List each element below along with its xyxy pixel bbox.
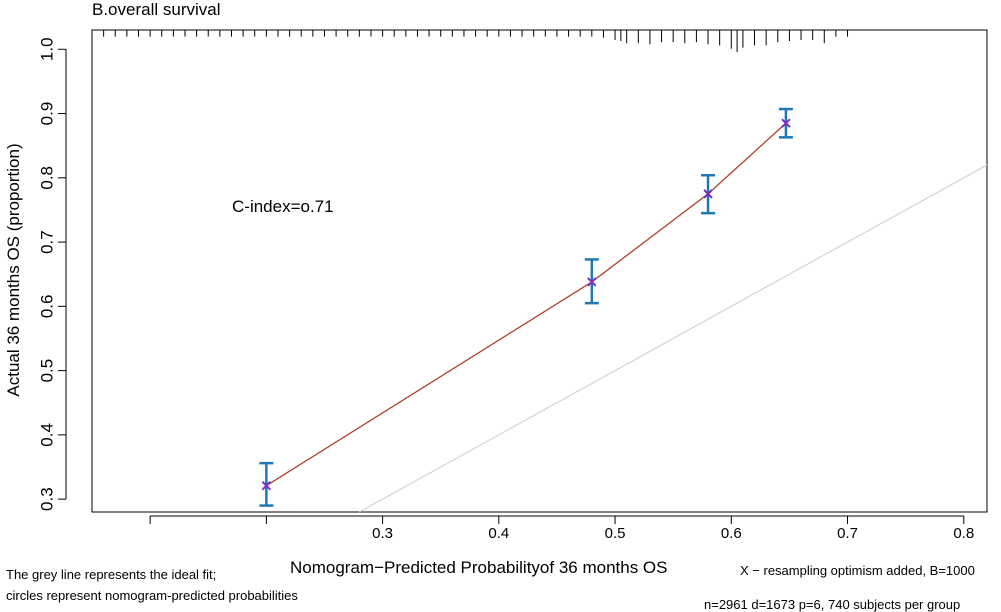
x-tick-label: 0.3 bbox=[372, 525, 393, 542]
x-tick-label: 0.6 bbox=[721, 525, 742, 542]
ideal-line-layer bbox=[359, 164, 988, 513]
x-axis: 0.3 0.4 0.5 0.6 0.7 0.8 bbox=[149, 515, 974, 542]
y-tick-label: 0.5 bbox=[37, 359, 56, 383]
y-tick-label: 0.7 bbox=[37, 230, 56, 254]
y-axis: 0.3 0.4 0.5 0.6 0.7 0.8 0.9 1.0 bbox=[37, 37, 67, 511]
chart-title: B.overall survival bbox=[92, 0, 221, 19]
rug-layer bbox=[91, 30, 849, 52]
ideal-fit-line bbox=[359, 164, 988, 513]
resampling-note: X − resampling optimism added, B=1000 bbox=[740, 563, 975, 578]
plot-frame bbox=[91, 29, 988, 513]
x-axis-label: Nomogram−Predicted Probabilityof 36 mont… bbox=[290, 558, 668, 577]
data-point-marker bbox=[587, 277, 597, 287]
series-layer bbox=[259, 107, 793, 507]
data-point-marker bbox=[781, 118, 791, 128]
x-tick-label: 0.5 bbox=[605, 525, 626, 542]
x-tick-label: 0.7 bbox=[837, 525, 858, 542]
x-tick-label: 0.4 bbox=[488, 525, 509, 542]
y-tick-label: 0.4 bbox=[37, 423, 56, 447]
y-tick-label: 0.8 bbox=[37, 166, 56, 190]
ideal-fit-note: The grey line represents the ideal fit; bbox=[6, 567, 217, 582]
y-tick-label: 1.0 bbox=[37, 37, 56, 61]
calibration-line bbox=[266, 122, 787, 487]
y-tick-label: 0.9 bbox=[37, 102, 56, 126]
y-axis-label: Actual 36 months OS (proportion) bbox=[4, 143, 23, 397]
y-tick-label: 0.6 bbox=[37, 295, 56, 319]
sample-summary: n=2961 d=1673 p=6, 740 subjects per grou… bbox=[704, 597, 961, 612]
y-tick-label: 0.3 bbox=[37, 487, 56, 511]
data-point-marker bbox=[703, 189, 713, 199]
c-index-annotation: C-index=o.71 bbox=[232, 197, 334, 216]
circles-note: circles represent nomogram-predicted pro… bbox=[6, 588, 298, 603]
x-tick-label: 0.8 bbox=[953, 525, 974, 542]
data-point-marker bbox=[261, 480, 272, 491]
